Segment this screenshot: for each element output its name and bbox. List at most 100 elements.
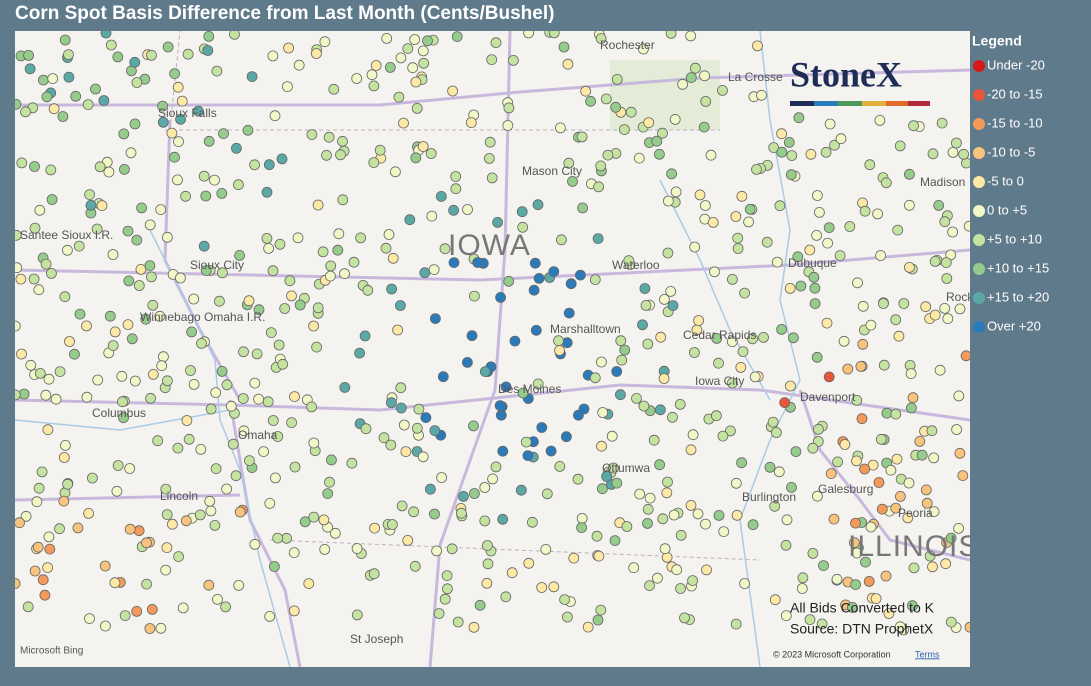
bid-dot [958, 148, 969, 160]
bid-dot [947, 146, 959, 158]
bid-dot [413, 403, 425, 415]
bid-dot [194, 509, 206, 521]
bid-dot [611, 366, 623, 377]
bid-dot [22, 601, 34, 613]
bid-dot [474, 599, 486, 611]
bid-dot [548, 266, 560, 278]
legend: Under -20 -20 to -15 -15 to -10 -10 to -5 -5… [973, 57, 1049, 333]
bid-dot [135, 263, 147, 275]
bid-dot [589, 372, 601, 384]
bid-dot [747, 333, 758, 345]
bid-dot [145, 392, 157, 404]
bid-dot [953, 390, 965, 402]
bid-dot [395, 52, 407, 64]
bid-dot [818, 560, 829, 571]
bid-dot [960, 350, 970, 362]
legend-label: Under -20 [987, 57, 1045, 72]
bid-dot [468, 290, 480, 302]
bid-dot [411, 422, 423, 434]
bid-dot [953, 523, 964, 534]
bid-dot [857, 338, 869, 350]
bid-dot [321, 149, 332, 161]
bid-dot [687, 575, 698, 586]
bid-dot [554, 460, 566, 472]
bid-dot [72, 522, 84, 534]
bid-dot [317, 246, 329, 258]
bid-dot [126, 333, 138, 345]
bid-dot [934, 364, 946, 376]
bid-dot [905, 368, 917, 380]
bid-dot [173, 551, 185, 562]
copyright: © 2023 Microsoft Corporation [773, 649, 891, 659]
bid-dot [286, 417, 298, 429]
bid-dot [289, 391, 300, 403]
bid-dot [428, 264, 440, 276]
bid-dot [484, 136, 496, 148]
bid-dot [927, 561, 938, 573]
bid-dot [448, 204, 460, 216]
bid-dot [90, 83, 101, 95]
bid-dot [670, 186, 682, 198]
bid-dot [730, 211, 742, 222]
bid-dot [698, 121, 710, 133]
bid-dot [81, 320, 92, 332]
bid-dot [308, 511, 320, 523]
bid-dot [238, 346, 249, 358]
legend-label: -5 to 0 [987, 173, 1024, 188]
bid-dot [865, 319, 877, 331]
bid-dot [258, 446, 270, 458]
bid-dot [602, 149, 614, 161]
bid-dot [773, 466, 785, 478]
bid-dot [865, 521, 877, 533]
bid-dot [62, 478, 73, 490]
bid-dot [687, 429, 699, 441]
bid-dot [595, 604, 607, 616]
bid-dot [859, 205, 871, 217]
bid-dot [29, 222, 41, 234]
bid-dot [545, 445, 557, 457]
bid-dot [739, 578, 750, 589]
bid-dot [209, 174, 220, 186]
bid-dots [15, 31, 970, 636]
bid-dot [508, 55, 519, 66]
city-label: Omaha [238, 428, 278, 442]
bid-dot [36, 466, 48, 478]
bid-dot [939, 302, 951, 314]
bid-dot [396, 500, 408, 512]
bid-dot [119, 163, 130, 175]
legend-label: -10 to -5 [987, 144, 1035, 159]
city-label: Waterloo [612, 258, 660, 272]
bid-dot [522, 450, 534, 462]
bid-dot [503, 102, 515, 114]
bid-dot [144, 623, 156, 634]
bid-dot [155, 204, 167, 216]
bid-dot [112, 460, 124, 471]
bid-dot [457, 490, 469, 502]
state-label: IOWA [448, 229, 531, 262]
bid-dot [337, 135, 348, 147]
bid-dot [265, 327, 277, 339]
legend-label: +15 to +20 [987, 289, 1049, 304]
bid-dot [713, 357, 724, 369]
bid-dot [494, 400, 506, 412]
bid-dot [616, 354, 628, 366]
terms-link[interactable]: Terms [915, 649, 940, 659]
bid-dot [15, 389, 21, 401]
bid-dot [393, 91, 405, 103]
bid-dot [769, 594, 781, 606]
bid-dot [44, 543, 56, 555]
bid-dot [828, 513, 840, 525]
bid-dot [332, 244, 344, 256]
bid-dot [33, 284, 45, 296]
bid-dot [844, 221, 856, 232]
bid-dot [146, 49, 157, 61]
bid-dot [188, 378, 200, 390]
bid-dot [398, 419, 410, 431]
bid-dot [452, 616, 464, 628]
bid-dot [850, 517, 861, 529]
note: Source: DTN ProphetX [790, 621, 934, 637]
bid-dot [561, 431, 572, 443]
bid-dot [717, 85, 728, 96]
bid-dot [517, 387, 529, 399]
bid-dot [593, 181, 604, 193]
